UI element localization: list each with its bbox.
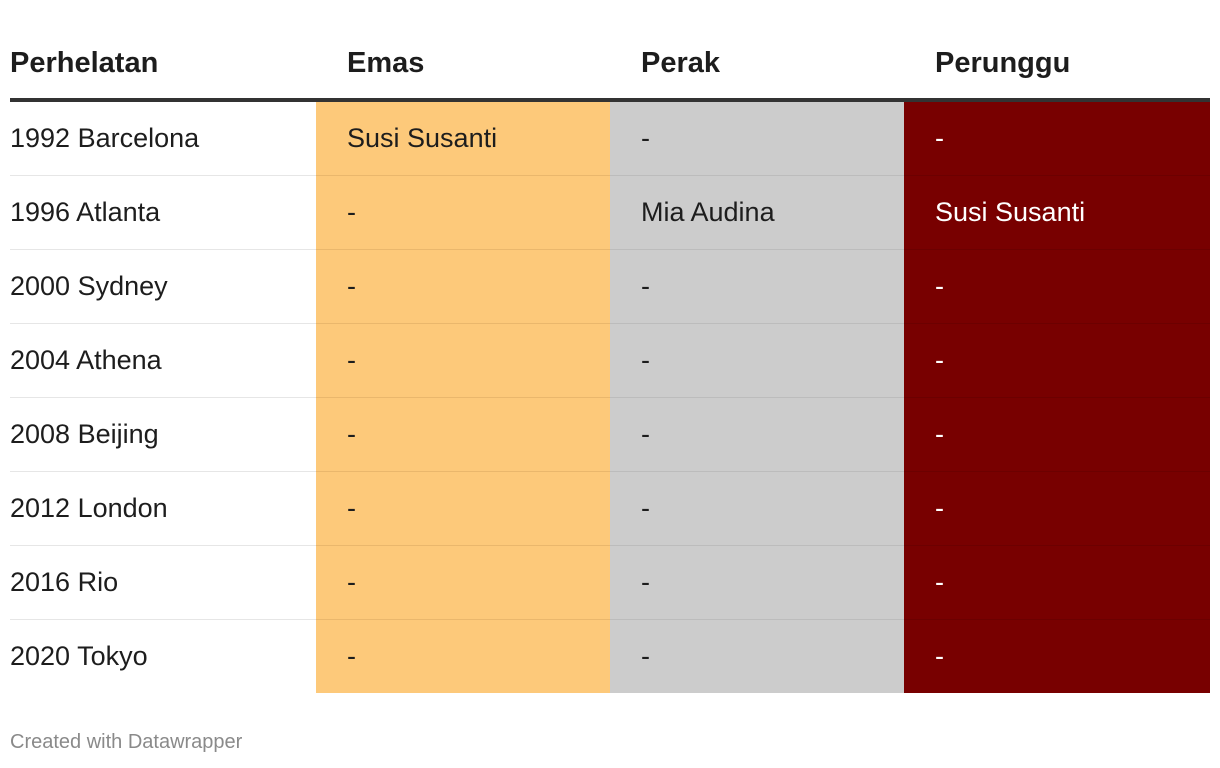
table-row: 2016 Rio - - -	[10, 545, 1210, 620]
header-perunggu[interactable]: Perunggu	[904, 28, 1210, 102]
header-emas[interactable]: Emas	[316, 28, 610, 102]
table-body: 1992 Barcelona Susi Susanti - -1996 Atlanta…	[10, 100, 1210, 693]
event-cell: 2016 Rio	[10, 545, 316, 620]
bronze-cell: -	[904, 619, 1210, 693]
datawrapper-credit: Created with Datawrapper	[10, 731, 243, 753]
silver-cell: -	[610, 323, 904, 398]
gold-cell: -	[316, 249, 610, 324]
header-perhelatan[interactable]: Perhelatan	[10, 28, 316, 102]
gold-cell: -	[316, 619, 610, 693]
bronze-cell: -	[904, 397, 1210, 472]
gold-cell: -	[316, 175, 610, 250]
silver-cell: -	[610, 545, 904, 620]
medal-table: Perhelatan Emas Perak Perunggu 1992 Barc…	[10, 28, 1210, 693]
event-cell: 2020 Tokyo	[10, 641, 148, 671]
gold-cell: -	[316, 545, 610, 620]
event-cell: 2012 London	[10, 471, 316, 546]
table-row: 2020 Tokyo - - -	[10, 619, 1210, 693]
silver-cell: -	[610, 249, 904, 324]
table-row: 1996 Atlanta - Mia Audina Susi Susanti	[10, 175, 1210, 250]
event-cell: 2008 Beijing	[10, 397, 316, 472]
event-cell: 1996 Atlanta	[10, 175, 316, 250]
event-cell: 1992 Barcelona	[10, 100, 316, 176]
bronze-cell: -	[904, 545, 1210, 620]
bronze-cell: -	[904, 100, 1210, 176]
bronze-cell: -	[904, 249, 1210, 324]
gold-cell: Susi Susanti	[316, 100, 610, 176]
bronze-cell: -	[904, 471, 1210, 546]
table-row: 2000 Sydney - - -	[10, 249, 1210, 324]
table-row: 2004 Athena - - -	[10, 323, 1210, 398]
silver-cell: -	[610, 397, 904, 472]
silver-cell: -	[610, 619, 904, 693]
table-row: 1992 Barcelona Susi Susanti - -	[10, 100, 1210, 176]
event-cell: 2000 Sydney	[10, 249, 316, 324]
table-row: 2012 London - - -	[10, 471, 1210, 546]
gold-cell: -	[316, 471, 610, 546]
silver-cell: Mia Audina	[610, 175, 904, 250]
gold-cell: -	[316, 323, 610, 398]
bronze-cell: Susi Susanti	[904, 175, 1210, 250]
silver-cell: -	[610, 471, 904, 546]
silver-cell: -	[610, 100, 904, 176]
gold-cell: -	[316, 397, 610, 472]
header-perak[interactable]: Perak	[610, 28, 904, 102]
bronze-cell: -	[904, 323, 1210, 398]
table-row: 2008 Beijing - - -	[10, 397, 1210, 472]
event-cell: 2004 Athena	[10, 323, 316, 398]
table-header-row: Perhelatan Emas Perak Perunggu	[10, 28, 1210, 102]
medal-table-container: Perhelatan Emas Perak Perunggu 1992 Barc…	[10, 28, 1210, 693]
